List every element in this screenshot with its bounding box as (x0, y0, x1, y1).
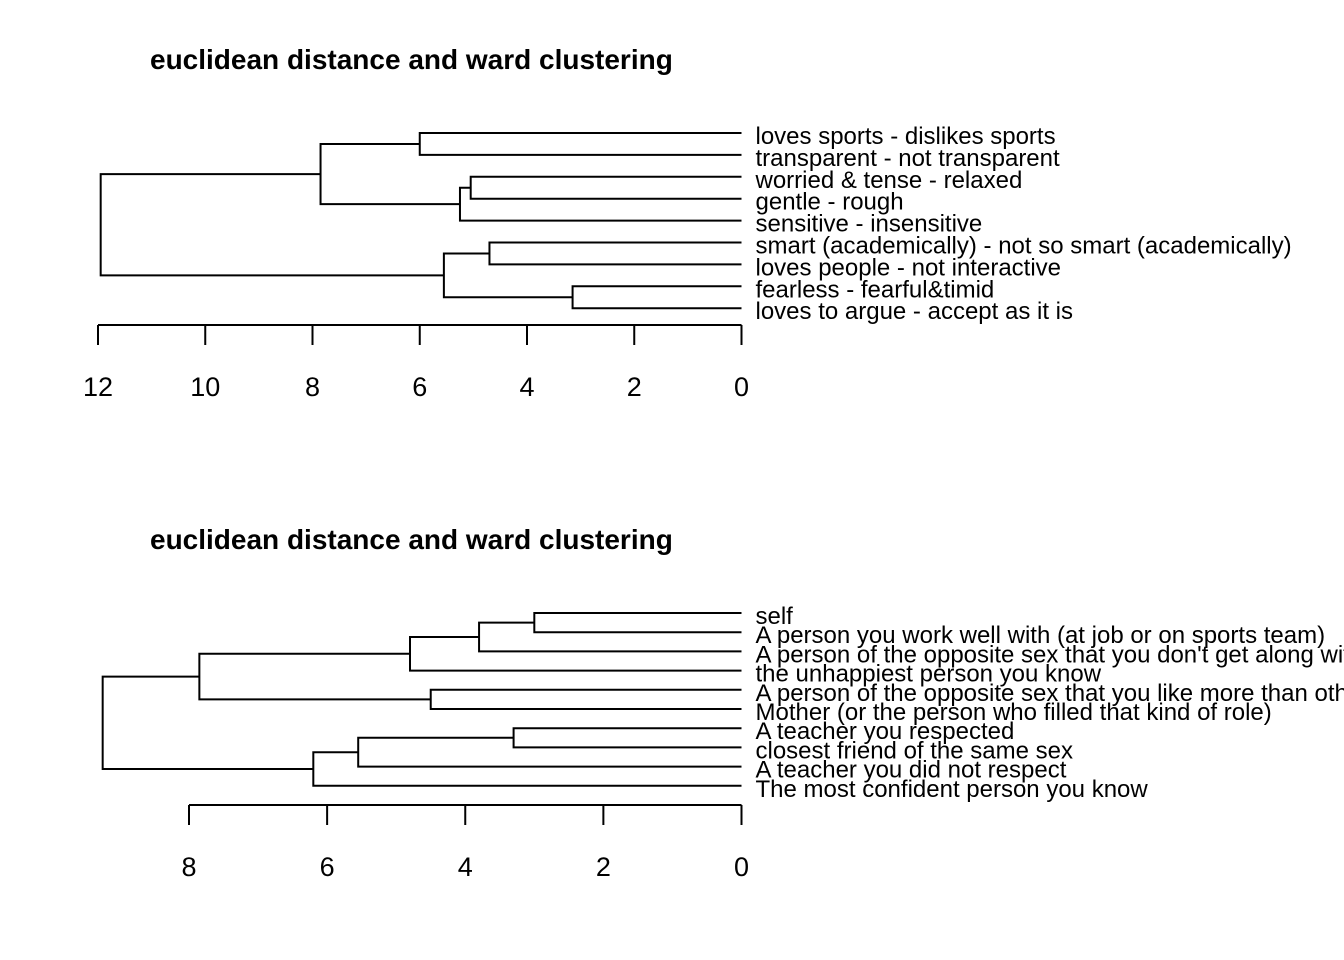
leaf-label: transparent - not transparent (756, 145, 1061, 172)
chart-title: euclidean distance and ward clustering (150, 524, 673, 555)
dendrogram-branch (357, 736, 742, 768)
x-tick-label: 8 (181, 852, 196, 882)
x-tick-label: 0 (734, 372, 749, 402)
dendrogram-branch (458, 186, 742, 222)
dendrogram-branch (198, 652, 431, 701)
leaf-label: fearless - fearful&timid (756, 276, 995, 303)
dendrogram-branch (571, 285, 742, 310)
dendrogram-branch (488, 241, 742, 266)
chart-title: euclidean distance and ward clustering (150, 44, 673, 75)
dendrogram-branch (409, 636, 742, 672)
leaf-label: loves sports - dislikes sports (756, 123, 1056, 150)
leaf-label: A teacher you did not respect (756, 757, 1067, 784)
x-tick-label: 10 (190, 372, 220, 402)
x-tick-label: 4 (458, 852, 473, 882)
leaf-label: the unhappiest person you know (756, 661, 1102, 688)
x-tick-label: 6 (320, 852, 335, 882)
dendrogram-branch (469, 175, 742, 200)
dendrogram-branch (319, 142, 460, 206)
dendrogram-panel-2: euclidean distance and ward clustering se… (101, 524, 1344, 882)
dendrogram-branch (429, 688, 742, 710)
dendrogram-branch (512, 727, 742, 749)
dendrogram-branch (442, 252, 573, 299)
x-tick-label: 4 (519, 372, 534, 402)
leaf-label: A person of the opposite sex that you li… (756, 680, 1344, 707)
leaf-label: A person of the opposite sex that you do… (756, 641, 1344, 668)
x-tick-label: 8 (305, 372, 320, 402)
leaf-label: A teacher you respected (756, 718, 1015, 745)
x-tick-label: 2 (627, 372, 642, 402)
leaf-label: loves people - not interactive (756, 254, 1062, 281)
dendrogram-branch (533, 612, 742, 634)
dendrogram-branch (478, 621, 742, 653)
dendrogram-branch (99, 173, 444, 277)
dendrogram-branch (101, 675, 314, 770)
leaf-label: smart (academically) - not so smart (aca… (756, 233, 1292, 260)
x-tick-label: 0 (734, 852, 749, 882)
leaf-label: loves to argue - accept as it is (756, 298, 1073, 325)
x-tick-label: 2 (596, 852, 611, 882)
leaf-label: self (756, 603, 794, 630)
x-tick-label: 12 (83, 372, 113, 402)
leaf-label: sensitive - insensitive (756, 211, 983, 238)
leaf-label: A person you work well with (at job or o… (756, 622, 1326, 649)
leaf-label: worried & tense - relaxed (755, 167, 1023, 194)
dendrogram-panel-1: euclidean distance and ward clustering lo… (83, 44, 1292, 402)
leaf-label: Mother (or the person who filled that ki… (756, 699, 1272, 726)
leaf-label: gentle - rough (756, 189, 904, 216)
x-tick-label: 6 (412, 372, 427, 402)
leaf-label: The most confident person you know (756, 776, 1149, 803)
dendrogram-branch (312, 751, 742, 787)
leaf-label: closest friend of the same sex (756, 737, 1073, 764)
dendrogram-branch (418, 132, 742, 156)
